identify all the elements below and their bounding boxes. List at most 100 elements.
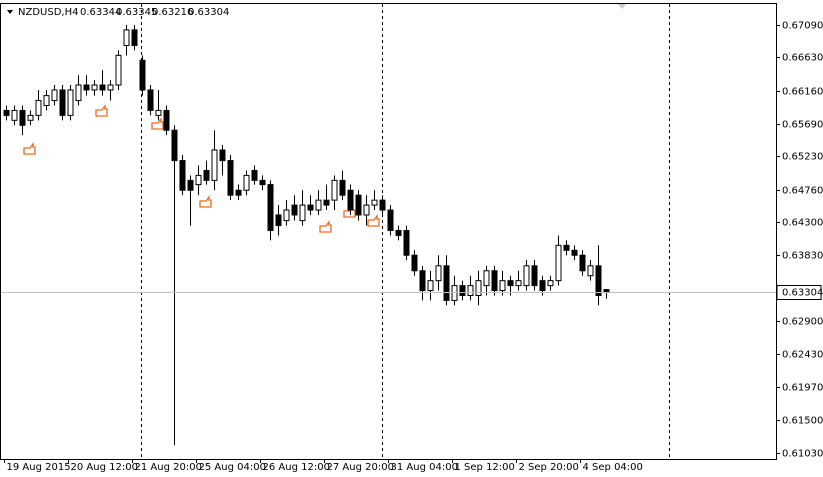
candle-body: [235, 189, 242, 196]
x-tick-label: 19 Aug 2015: [7, 462, 71, 473]
shift-marker: [618, 4, 626, 9]
candle-body: [203, 169, 210, 181]
y-tick-label: 0.62430: [782, 350, 823, 361]
header-high: 0.63345: [116, 7, 157, 18]
candle-body: [43, 95, 50, 106]
candle-body: [299, 204, 306, 222]
signal-icon: [151, 117, 164, 130]
candle-body: [91, 84, 98, 91]
candle-body: [315, 199, 322, 211]
candle-body: [339, 179, 346, 196]
y-tick-label: 0.65230: [782, 152, 823, 163]
candle-body: [51, 89, 58, 102]
y-tick-label: 0.63830: [782, 251, 823, 262]
candle-body: [547, 280, 554, 287]
current-price-label: 0.63304: [782, 288, 823, 299]
y-tick-label: 0.62900: [782, 317, 823, 328]
y-tick-label: 0.66630: [782, 53, 823, 64]
signal-icon: [319, 220, 332, 233]
candle-body: [483, 270, 490, 287]
candle-body: [395, 230, 402, 236]
chart-header: NZDUSD,H4 0.63344 0.63345 0.63216 0.6330…: [7, 7, 229, 18]
candle-body: [323, 199, 330, 206]
candle-body: [475, 280, 482, 296]
x-tick-label: 4 Sep 04:00: [583, 462, 643, 473]
x-tick-label: 25 Aug 04:00: [199, 462, 266, 473]
candle-body: [275, 214, 282, 227]
candle-body: [531, 265, 538, 287]
signal-icon: [367, 214, 380, 227]
x-tick-label: 21 Aug 20:00: [135, 462, 202, 473]
candle-body: [563, 244, 570, 251]
candle-body: [355, 194, 362, 216]
x-tick-label: 20 Aug 12:00: [71, 462, 138, 473]
candle-body: [243, 174, 250, 191]
y-tick-label: 0.61500: [782, 416, 823, 427]
y-tick-label: 0.65690: [782, 120, 823, 131]
y-tick-label: 0.61970: [782, 383, 823, 394]
price-label-box: [776, 285, 822, 300]
candle-body: [59, 89, 66, 116]
candle-body: [451, 285, 458, 301]
signal-icon: [23, 142, 36, 155]
x-tick-label: 31 Aug 04:00: [391, 462, 458, 473]
candle-body: [587, 265, 594, 277]
candle-body: [11, 109, 18, 121]
candle-body: [427, 280, 434, 292]
candle-body: [227, 160, 234, 196]
candle-body: [35, 100, 42, 116]
candle-body: [555, 244, 562, 282]
candle-body: [67, 89, 74, 116]
candle-body: [75, 84, 82, 102]
candle-body: [515, 280, 522, 287]
candle-body: [163, 109, 170, 131]
x-tick-label: 1 Sep 12:00: [455, 462, 515, 473]
candle-body: [259, 179, 266, 186]
candle-body: [27, 114, 34, 121]
candle-body: [139, 59, 146, 91]
candle-body: [131, 29, 138, 46]
x-tick-label: 2 Sep 20:00: [519, 462, 579, 473]
header-arrow: [7, 10, 13, 14]
candle-body: [387, 209, 394, 232]
candle-body: [147, 89, 154, 111]
candle-body: [579, 254, 586, 272]
candle-body: [171, 129, 178, 162]
y-tick-label: 0.64760: [782, 186, 823, 197]
candle-body: [307, 204, 314, 211]
candle-body: [411, 254, 418, 272]
header-open: 0.63344: [80, 7, 121, 18]
candle-body: [195, 174, 202, 186]
y-tick-label: 0.64300: [782, 218, 823, 229]
candle-body: [603, 289, 610, 293]
candle-body: [403, 230, 410, 256]
candle-body: [283, 209, 290, 222]
candle-body: [267, 184, 274, 232]
candle-body: [251, 169, 258, 181]
candle-body: [99, 84, 106, 91]
candle-body: [155, 109, 162, 116]
candle-body: [571, 249, 578, 256]
candle-body: [347, 189, 354, 211]
symbol-title: NZDUSD,H4: [18, 7, 78, 18]
candle-body: [83, 84, 90, 91]
candle-body: [107, 84, 114, 91]
candle-body: [187, 179, 194, 191]
candle-body: [371, 199, 378, 206]
candle-body: [219, 149, 226, 162]
candle-body: [523, 265, 530, 287]
candle-body: [19, 109, 26, 126]
candle-body: [443, 265, 450, 301]
candle-body: [491, 270, 498, 292]
signal-icons: [23, 104, 380, 233]
candle-body: [507, 280, 514, 287]
signal-icon: [199, 195, 212, 208]
candle-body: [363, 204, 370, 216]
candle-body: [539, 280, 546, 292]
candle-body: [115, 54, 122, 86]
candle-body: [379, 199, 386, 211]
candle-body: [595, 265, 602, 296]
candle-body: [419, 270, 426, 292]
y-tick-label: 0.67090: [782, 21, 823, 32]
